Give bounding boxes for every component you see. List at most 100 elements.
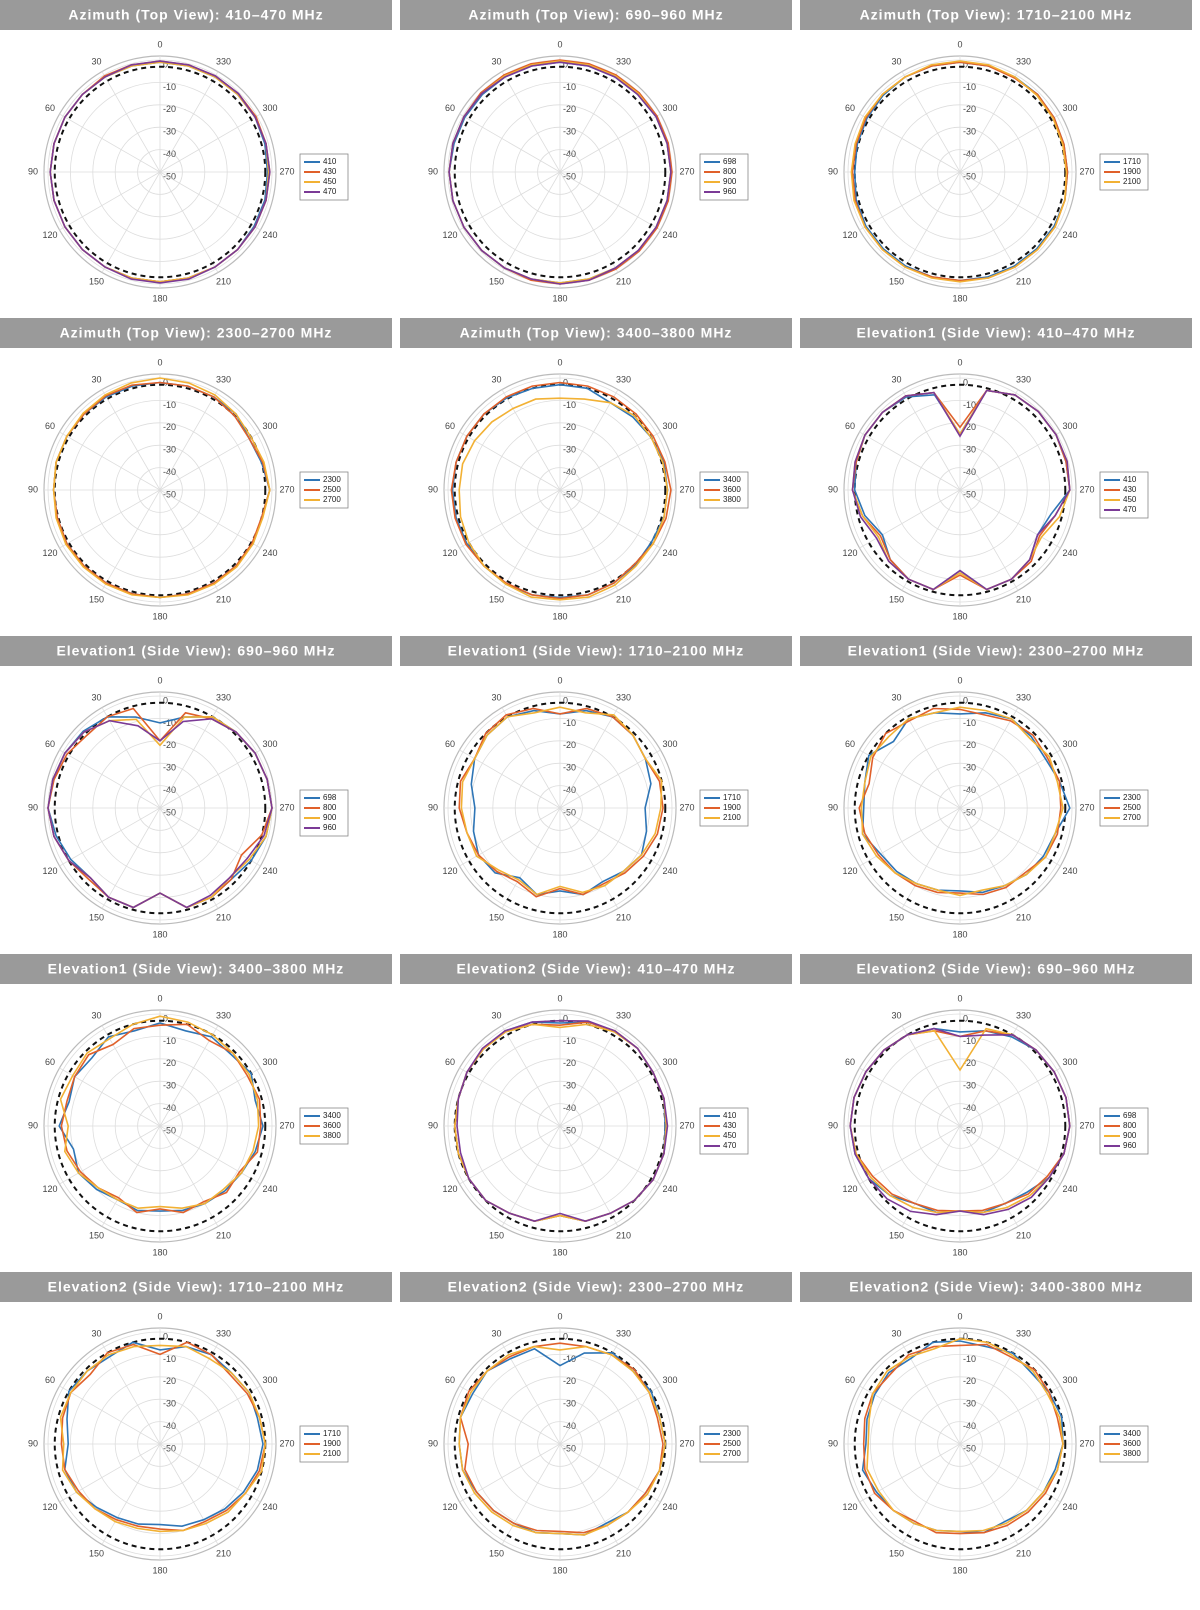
r-tick-label: -10: [163, 400, 176, 410]
theta-tick-label: 150: [89, 912, 104, 922]
theta-tick-label: 90: [428, 484, 438, 494]
theta-tick-label: 240: [1062, 230, 1077, 240]
r-tick-label: -40: [563, 1103, 576, 1113]
theta-tick-label: 300: [1062, 1057, 1077, 1067]
grid-spoke: [459, 749, 561, 809]
theta-tick-label: 240: [1062, 866, 1077, 876]
legend-label: 410: [723, 1111, 737, 1120]
r-tick-label: -20: [163, 1058, 176, 1068]
theta-tick-label: 270: [279, 166, 294, 176]
theta-tick-label: 120: [442, 548, 457, 558]
theta-tick-label: 0: [957, 675, 962, 685]
r-tick-label: -20: [563, 1058, 576, 1068]
theta-tick-label: 150: [489, 912, 504, 922]
grid-spoke: [559, 489, 619, 591]
grid-spoke: [559, 71, 619, 173]
grid-spoke: [159, 1343, 219, 1445]
theta-tick-label: 330: [1016, 56, 1031, 66]
pattern-line: [858, 707, 1062, 896]
r-tick-label: -10: [963, 82, 976, 92]
theta-tick-label: 330: [616, 1328, 631, 1338]
grid-spoke: [959, 1443, 1019, 1545]
grid-spoke: [101, 1443, 161, 1545]
theta-tick-label: 30: [891, 692, 901, 702]
grid-spoke: [559, 431, 661, 491]
theta-tick-label: 120: [442, 1502, 457, 1512]
theta-tick-label: 0: [557, 39, 562, 49]
grid-spoke: [459, 171, 561, 231]
grid-spoke: [501, 71, 561, 173]
reference-circle: [53, 383, 267, 597]
grid-spoke: [559, 1125, 619, 1227]
polar-chart: Azimuth (Top View): 2300–2700 MHz 0 -10 -20…: [0, 318, 392, 621]
grid-spoke: [559, 489, 661, 549]
legend-label: 2100: [723, 813, 741, 822]
theta-tick-label: 30: [891, 1328, 901, 1338]
r-tick-label: 0: [163, 59, 168, 69]
grid-spoke: [959, 431, 1061, 491]
theta-tick-label: 210: [216, 912, 231, 922]
legend-label: 3600: [1123, 1439, 1141, 1448]
r-tick-label: -50: [163, 807, 176, 817]
grid-spoke: [459, 1067, 561, 1127]
grid-spoke: [159, 389, 219, 491]
theta-tick-label: 210: [216, 594, 231, 604]
chart-title: Elevation2 (Side View): 3400-3800 MHz: [849, 1279, 1143, 1295]
r-tick-label: -30: [163, 127, 176, 137]
r-tick-label: 0: [963, 377, 968, 387]
r-tick-label: -20: [563, 740, 576, 750]
theta-tick-label: 300: [262, 1375, 277, 1385]
theta-tick-label: 60: [445, 421, 455, 431]
theta-tick-label: 300: [662, 1057, 677, 1067]
legend-label: 900: [723, 177, 737, 186]
grid-spoke: [59, 749, 161, 809]
grid-spoke: [859, 431, 961, 491]
chart-title: Azimuth (Top View): 690–960 MHz: [468, 7, 723, 23]
r-tick-label: -40: [963, 1421, 976, 1431]
legend-label: 900: [1123, 1131, 1137, 1140]
theta-tick-label: 150: [489, 594, 504, 604]
r-tick-label: -50: [963, 1125, 976, 1135]
title-bar: [800, 636, 1192, 666]
grid-spoke: [159, 707, 219, 809]
title-bar: [400, 1272, 792, 1302]
theta-tick-label: 270: [1079, 484, 1094, 494]
theta-tick-label: 0: [957, 39, 962, 49]
grid-spoke: [859, 1067, 961, 1127]
theta-tick-label: 150: [489, 1230, 504, 1240]
grid-spoke: [501, 389, 561, 491]
polar-chart: Elevation2 (Side View): 1710–2100 MHz 0 -1…: [0, 1272, 392, 1575]
theta-tick-label: 240: [662, 1184, 677, 1194]
theta-tick-label: 330: [216, 1010, 231, 1020]
pattern-line: [849, 1027, 1071, 1216]
theta-tick-label: 0: [957, 1311, 962, 1321]
r-tick-label: -50: [963, 1443, 976, 1453]
grid-spoke: [59, 1443, 161, 1503]
grid-spoke: [859, 489, 961, 549]
grid-spoke: [959, 1125, 1061, 1185]
r-tick-label: -20: [963, 1376, 976, 1386]
theta-tick-label: 180: [152, 1565, 167, 1575]
r-tick-label: 0: [563, 1013, 568, 1023]
legend-label: 1710: [323, 1429, 341, 1438]
theta-tick-label: 240: [662, 866, 677, 876]
theta-tick-label: 270: [279, 802, 294, 812]
theta-tick-label: 270: [679, 166, 694, 176]
grid-spoke: [459, 489, 561, 549]
r-tick-label: -40: [963, 149, 976, 159]
pattern-line: [59, 1015, 260, 1210]
theta-tick-label: 60: [845, 1057, 855, 1067]
r-tick-label: -30: [163, 445, 176, 455]
polar-chart: Elevation1 (Side View): 1710–2100 MHz 0 -1…: [400, 636, 792, 939]
title-bar: [800, 954, 1192, 984]
theta-tick-label: 60: [845, 739, 855, 749]
grid-spoke: [159, 71, 219, 173]
grid-spoke: [159, 749, 261, 809]
theta-tick-label: 30: [91, 692, 101, 702]
r-tick-label: -40: [963, 1103, 976, 1113]
legend-label: 3800: [723, 495, 741, 504]
theta-tick-label: 120: [42, 1502, 57, 1512]
theta-tick-label: 120: [42, 1184, 57, 1194]
r-tick-label: -30: [163, 1399, 176, 1409]
